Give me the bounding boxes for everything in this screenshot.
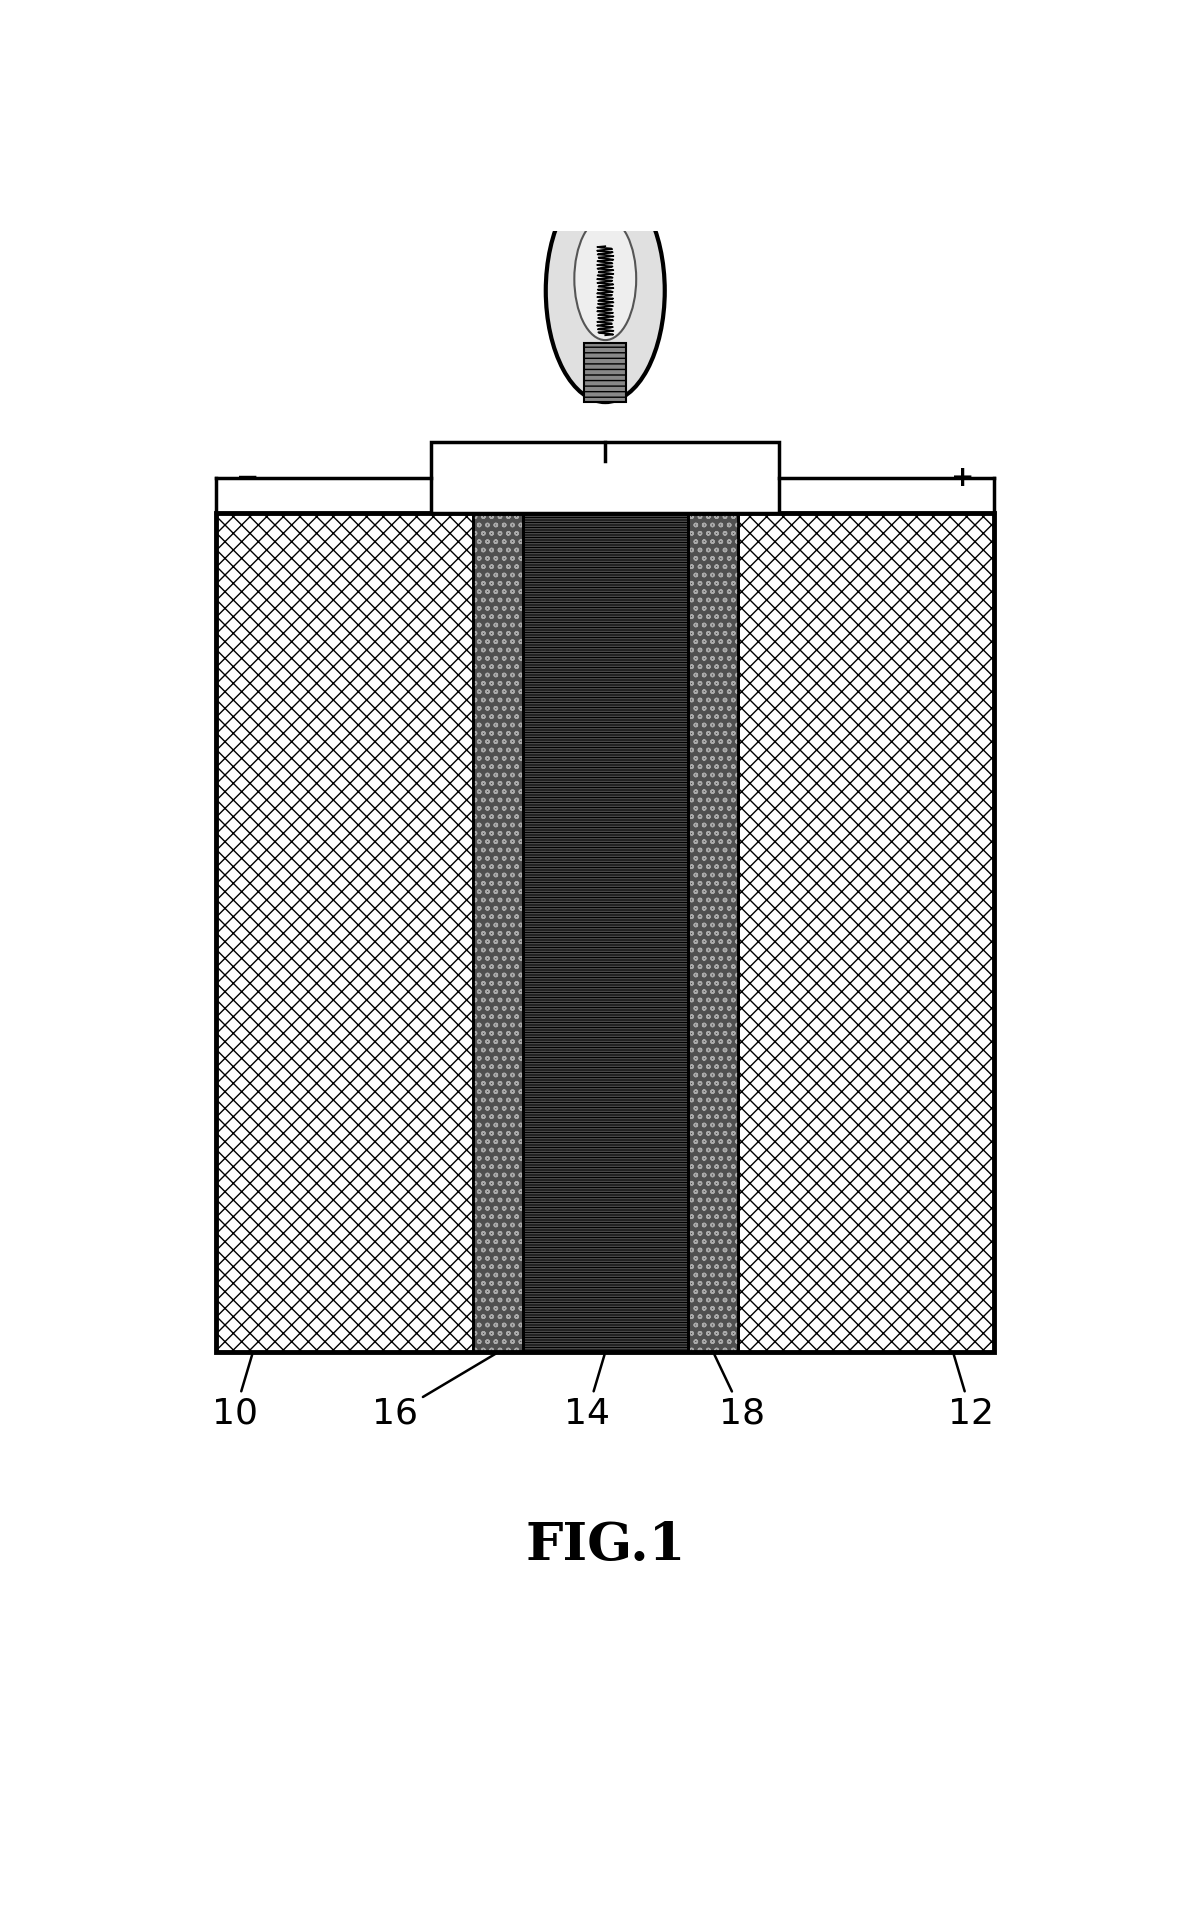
Text: 12: 12 bbox=[948, 1355, 994, 1431]
Bar bbox=[585, 343, 626, 403]
Text: 14: 14 bbox=[565, 1355, 609, 1431]
Text: 10: 10 bbox=[211, 1355, 257, 1431]
Text: 16: 16 bbox=[372, 1353, 496, 1431]
Bar bbox=[472, 513, 523, 1352]
Bar bbox=[472, 513, 523, 1352]
Bar bbox=[216, 513, 472, 1352]
Bar bbox=[687, 513, 738, 1352]
Bar bbox=[738, 513, 994, 1352]
Text: FIG.1: FIG.1 bbox=[526, 1519, 685, 1571]
Bar bbox=[431, 442, 779, 513]
Ellipse shape bbox=[574, 218, 637, 339]
Bar bbox=[687, 513, 738, 1352]
Text: 18: 18 bbox=[715, 1355, 765, 1431]
Bar bbox=[523, 513, 687, 1352]
Bar bbox=[216, 513, 994, 1352]
Text: −: − bbox=[236, 465, 260, 492]
Ellipse shape bbox=[546, 179, 665, 403]
Text: +: + bbox=[951, 465, 974, 492]
